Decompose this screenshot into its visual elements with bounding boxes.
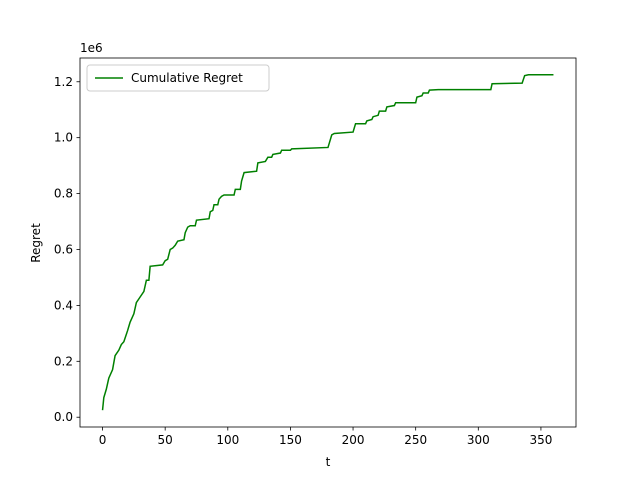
line bbox=[101, 74, 554, 411]
y-tick-label: 1.0 bbox=[54, 131, 73, 145]
x-tick-label: 150 bbox=[279, 433, 302, 447]
y-tick-label: 0.6 bbox=[54, 242, 73, 256]
x-tick-label: 300 bbox=[467, 433, 490, 447]
x-tick-label: 100 bbox=[216, 433, 239, 447]
y-axis-label: Regret bbox=[29, 223, 43, 263]
y-tick-label: 0.0 bbox=[54, 410, 73, 424]
y-tick-label: 0.4 bbox=[54, 298, 73, 312]
legend-label: Cumulative Regret bbox=[131, 71, 243, 85]
x-tick-label: 50 bbox=[158, 433, 173, 447]
y-tick-label: 0.2 bbox=[54, 354, 73, 368]
x-tick-label: 0 bbox=[99, 433, 107, 447]
x-tick-label: 350 bbox=[529, 433, 552, 447]
y-offset-label: 1e6 bbox=[80, 41, 103, 55]
plot-area bbox=[79, 57, 577, 428]
y-tick-label: 1.2 bbox=[54, 75, 73, 89]
legend-box bbox=[86, 64, 270, 92]
x-axis-label: t bbox=[326, 455, 331, 469]
y-tick-label: 0.8 bbox=[54, 187, 73, 201]
x-tick-label: 250 bbox=[404, 433, 427, 447]
x-tick-label: 200 bbox=[342, 433, 365, 447]
